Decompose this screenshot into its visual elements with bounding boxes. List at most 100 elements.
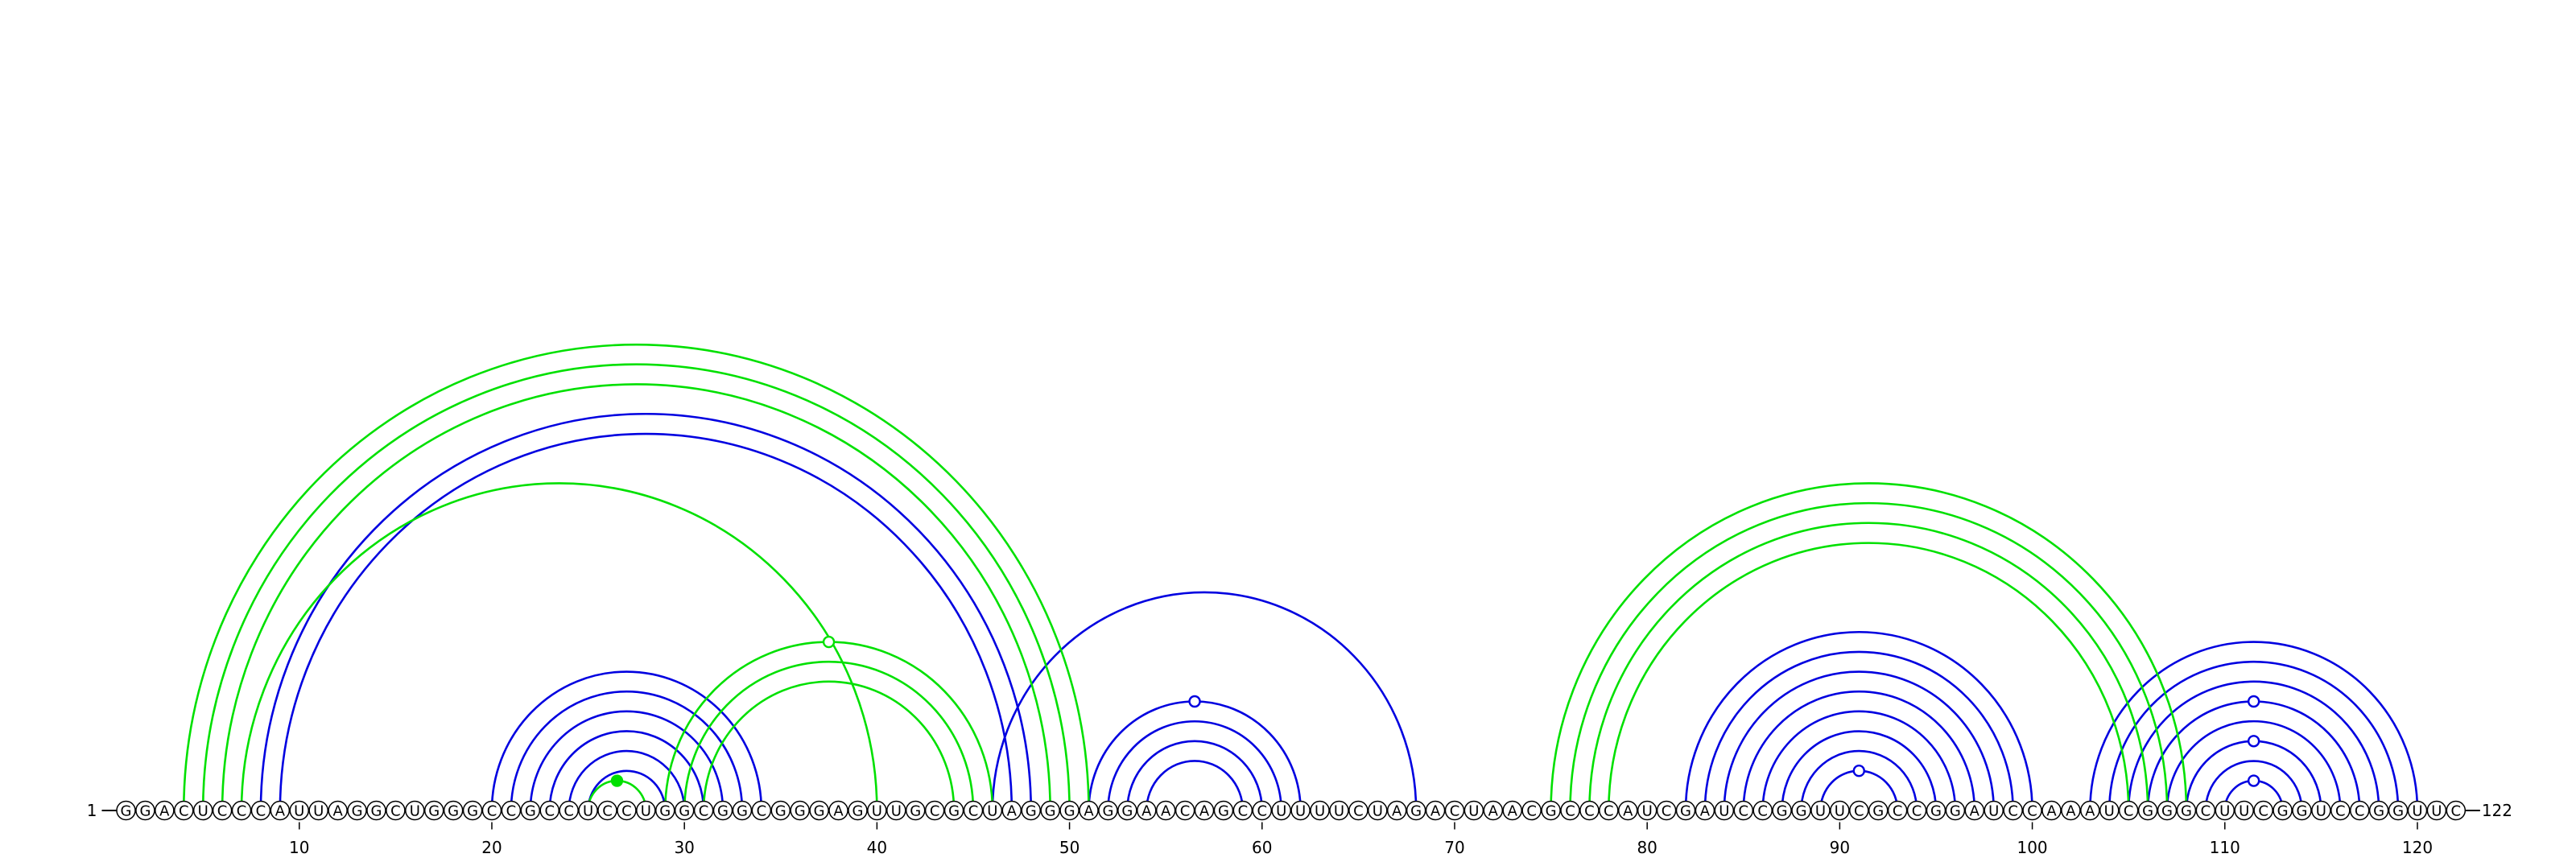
green-arc-77-106 [1588, 522, 2149, 811]
nucleotide-74-letter: C [1526, 803, 1537, 820]
nucleotide-20-letter: C [487, 803, 497, 820]
nucleotide-93-letter: C [1893, 803, 1903, 820]
nucleotide-4-circle [174, 800, 194, 821]
nucleotide-79-circle [1618, 800, 1638, 821]
green-arc-76-107 [1569, 501, 2169, 811]
nucleotide-106-letter: G [2142, 803, 2153, 820]
nucleotide-92-circle [1868, 800, 1889, 821]
green-arc-75-108 [1550, 482, 2188, 811]
nucleotide-23-letter: C [544, 803, 555, 820]
nucleotide-20-circle [481, 800, 502, 821]
nucleotide-105-circle [2118, 800, 2139, 821]
nucleotide-118-circle [2368, 800, 2389, 821]
nucleotide-44-letter: G [948, 803, 960, 820]
tick-label-90: 90 [1830, 838, 1850, 857]
blue-arc-85-97 [1742, 690, 1976, 811]
nucleotide-49-letter: G [1045, 803, 1056, 820]
nucleotide-96-letter: G [1950, 803, 1961, 820]
nucleotide-10-letter: U [294, 803, 304, 820]
loop-marker-4 [2247, 774, 2260, 787]
blue-arc-53-60 [1126, 740, 1264, 811]
nucleotide-35-letter: G [775, 803, 786, 820]
nucleotide-33-letter: G [737, 803, 748, 820]
loop-marker-6 [2247, 695, 2260, 708]
nucleotide-104-circle [2099, 800, 2120, 821]
tick-layer: 10 20 30 40 50 60 70 80 90 100 110 120 [289, 822, 2433, 857]
nucleotide-95-circle [1926, 800, 1946, 821]
green-arc-6-49 [221, 383, 1051, 811]
nucleotide-81-letter: C [1662, 803, 1672, 820]
nucleotide-19-circle [462, 800, 483, 821]
nucleotide-42-letter: G [910, 803, 921, 820]
nucleotide-89-letter: U [1815, 803, 1826, 820]
blue-arc-109-114 [2204, 760, 2303, 811]
loop-marker-1 [822, 635, 836, 649]
nucleotide-52-letter: G [1102, 803, 1113, 820]
green-arc-layer [182, 343, 2188, 811]
backbone-layer: 1 122 [87, 801, 2512, 820]
nucleotide-121-letter: U [2431, 803, 2442, 820]
nucleotide-82-letter: G [1680, 803, 1691, 820]
nucleotide-48-circle [1021, 800, 1041, 821]
tick-label-60: 60 [1252, 838, 1272, 857]
nucleotide-55-circle [1155, 800, 1176, 821]
nucleotide-101-circle [2041, 800, 2062, 821]
blue-arc-82-100 [1684, 631, 2033, 811]
nucleotide-36-letter: G [795, 803, 806, 820]
nucleotide-38-circle [828, 800, 848, 821]
nucleotide-80-letter: U [1642, 803, 1653, 820]
nucleotide-69-letter: A [1430, 803, 1441, 820]
nucleotide-84-circle [1714, 800, 1735, 821]
nucleotide-59-circle [1232, 800, 1253, 821]
blue-arc-23-31 [548, 730, 705, 811]
blue-arc-83-99 [1703, 650, 2014, 811]
nucleotide-110-letter: U [2219, 803, 2230, 820]
blue-arc-9-47 [279, 432, 1013, 811]
green-arc-31-44 [702, 680, 956, 811]
green-arc-4-51 [182, 343, 1090, 811]
nucleotide-111-circle [2234, 800, 2254, 821]
tick-label-30: 30 [674, 838, 694, 857]
nucleotide-74-circle [1521, 800, 1542, 821]
nucleotide-119-letter: G [2392, 803, 2404, 820]
green-arc-7-40 [240, 482, 878, 811]
nucleotide-56-letter: C [1180, 803, 1191, 820]
nucleotide-27-letter: C [621, 803, 632, 820]
nucleotide-122-letter: C [2451, 803, 2462, 820]
nucleotide-102-letter: A [2066, 803, 2076, 820]
nucleotide-109-circle [2195, 800, 2216, 821]
blue-arc-87-95 [1781, 730, 1938, 811]
nucleotide-119-circle [2388, 800, 2409, 821]
nucleotide-32-circle [712, 800, 733, 821]
nucleotide-107-letter: G [2161, 803, 2173, 820]
nucleotide-62-circle [1290, 800, 1311, 821]
nucleotide-65-letter: C [1353, 803, 1364, 820]
nucleotide-56-circle [1174, 800, 1195, 821]
nucleotide-34-letter: C [757, 803, 767, 820]
nucleotide-12-circle [328, 800, 348, 821]
nucleotide-122-circle [2446, 800, 2467, 821]
nucleotide-67-letter: A [1392, 803, 1402, 820]
nucleotide-16-letter: U [410, 803, 420, 820]
nucleotide-31-letter: C [699, 803, 709, 820]
nucleotide-41-letter: U [891, 803, 902, 820]
nucleotide-3-circle [155, 800, 175, 821]
nucleotide-30-letter: G [679, 803, 690, 820]
nucleotide-66-letter: U [1373, 803, 1383, 820]
nucleotide-8-circle [250, 800, 271, 821]
nucleotide-41-circle [886, 800, 906, 821]
nucleotide-19-letter: G [467, 803, 478, 820]
nucleotide-89-circle [1810, 800, 1831, 821]
nucleotide-43-circle [924, 800, 945, 821]
nucleotide-114-letter: G [2296, 803, 2307, 820]
nucleotide-45-letter: C [968, 803, 979, 820]
nucleotide-99-circle [2003, 800, 2023, 821]
nucleotide-82-circle [1675, 800, 1696, 821]
nucleotide-81-circle [1656, 800, 1677, 821]
nucleotide-1-circle [116, 800, 136, 821]
nucleotide-73-letter: A [1508, 803, 1518, 820]
blue-arc-106-117 [2146, 700, 2361, 811]
nucleotide-118-letter: G [2373, 803, 2384, 820]
nucleotide-80-circle [1637, 800, 1657, 821]
